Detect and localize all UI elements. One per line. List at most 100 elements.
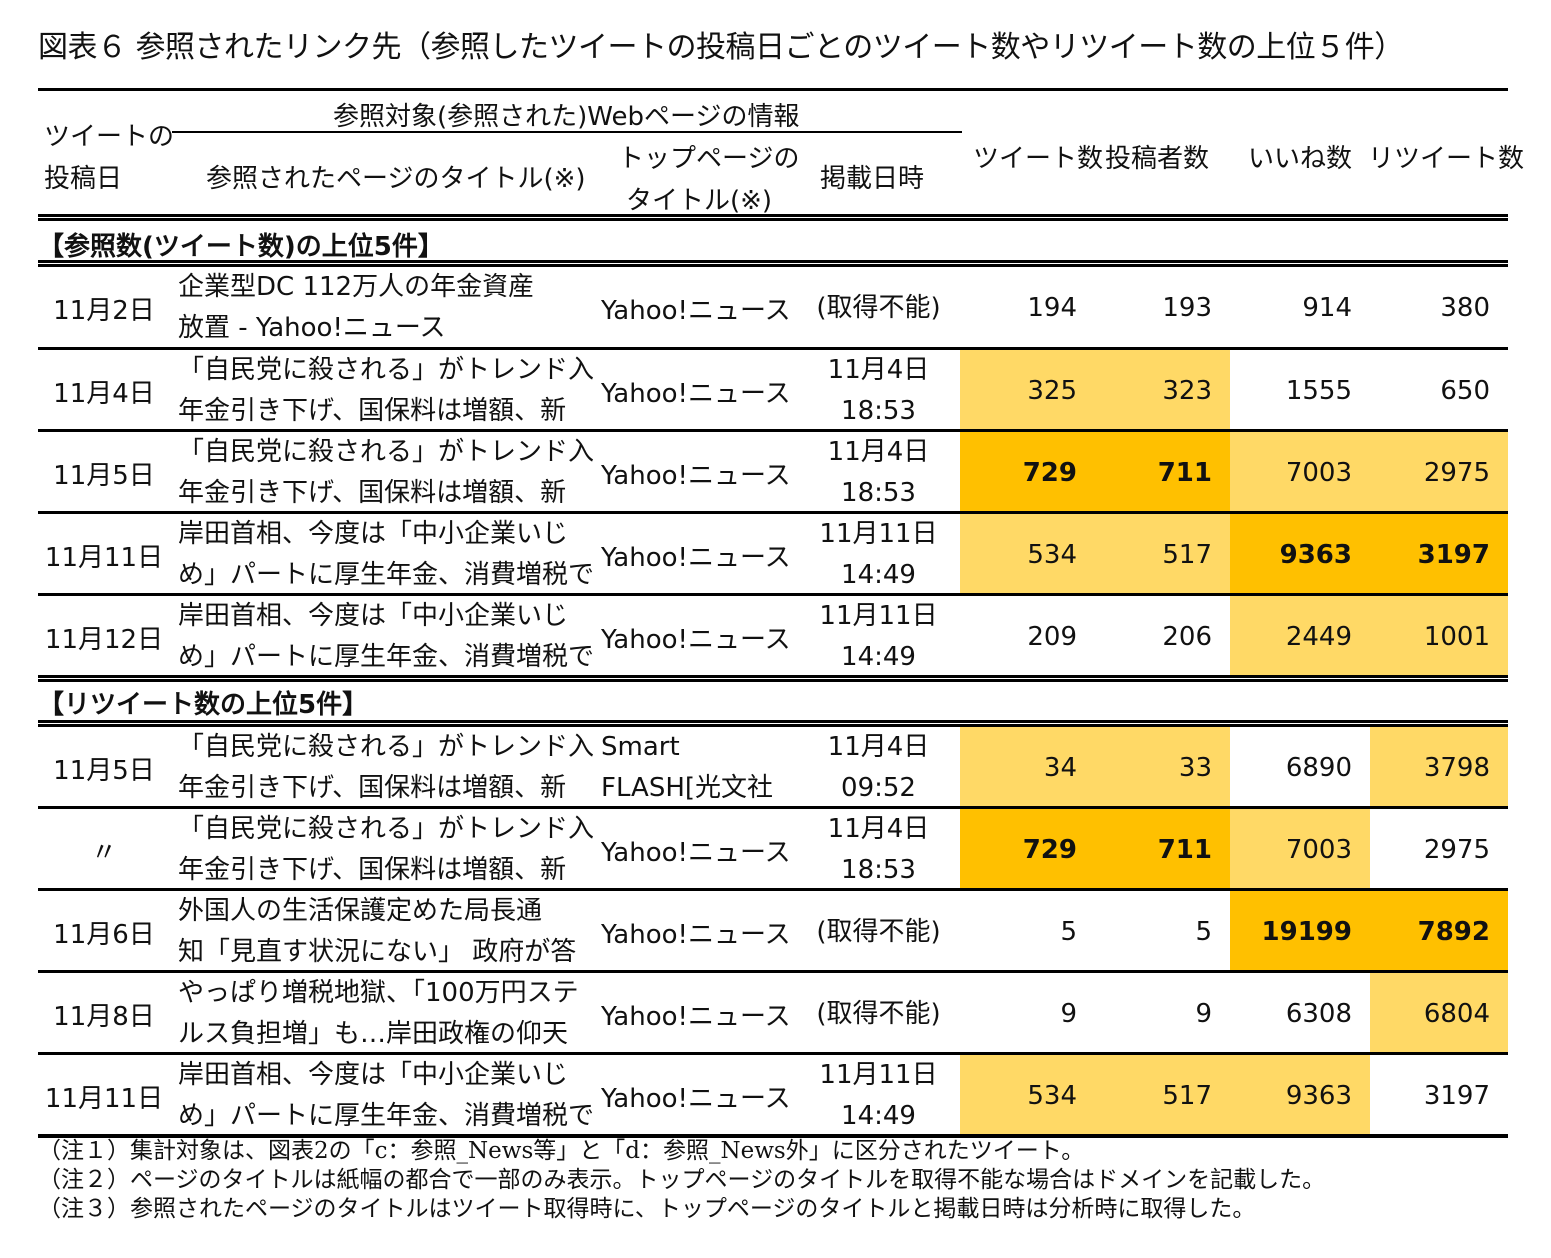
top-page-title: Yahoo!ニュース	[601, 542, 791, 573]
tweets-value: 729	[960, 432, 1095, 514]
retweets-value: 2975	[1370, 432, 1508, 514]
retweets-value: 3197	[1370, 514, 1508, 596]
post-date: 11月6日	[53, 919, 155, 950]
row-rule	[38, 593, 1508, 596]
table-row: 11月12日 岸田首相、今度は「中小企業いじ め」パートに厚生年金、消費増税で Y…	[38, 596, 1508, 678]
likes-value: 19199	[1230, 891, 1370, 973]
header-retweets: リツイート数	[1368, 144, 1525, 174]
posters-value: 711	[1095, 432, 1230, 514]
table-row: 〃 「自民党に殺される」がトレンド入り 年金引き下げ、国保料は増額、新 Yahoo…	[38, 809, 1508, 891]
tweets-value: 34	[960, 727, 1095, 809]
figure-title: 図表６ 参照されたリンク先（参照したツイートの投稿日ごとのツイート数やリツイート…	[38, 30, 1404, 65]
section-label-top-retweets: 【リツイート数の上位5件】	[38, 690, 369, 720]
tweets-value: 194	[1027, 293, 1077, 323]
header-likes: いいね数	[1248, 144, 1353, 174]
posters-value: 517	[1095, 514, 1230, 596]
likes-value: 7003	[1230, 809, 1370, 891]
retweets-value: 7892	[1370, 891, 1508, 973]
page-title-cell: 「自民党に殺される」がトレンド入り 年金引き下げ、国保料は増額、新	[178, 814, 598, 885]
table-top-rule	[38, 88, 1508, 91]
table-row: 11月2日 企業型DC 112万人の年金資産 放置 - Yahoo!ニュース Ya…	[38, 267, 1508, 349]
posters-value: 9	[1195, 999, 1212, 1029]
retweets-value: 6804	[1370, 973, 1508, 1055]
tweets-value: 534	[960, 514, 1095, 596]
page-title-cell: 岸田首相、今度は「中小企業いじ め」パートに厚生年金、消費増税で	[178, 601, 595, 672]
post-date: 11月2日	[53, 295, 155, 326]
row-rule	[38, 347, 1508, 350]
table-row: 11月8日 やっぱり増税地獄、「100万円ステ ルス負担増」も…岸田政権の仰天 Y…	[38, 973, 1508, 1055]
row-rule	[38, 806, 1508, 809]
tweets-value: 729	[960, 809, 1095, 891]
likes-value: 2449	[1230, 596, 1370, 678]
page-title-cell: 「自民党に殺される」がトレンド入り 年金引き下げ、国保料は増額、新	[178, 437, 598, 508]
posters-value: 33	[1095, 727, 1230, 809]
section-rule	[38, 260, 1508, 267]
top-page-title: Yahoo!ニュース	[601, 1083, 791, 1114]
retweets-value: 650	[1440, 376, 1490, 406]
retweets-value: 3798	[1370, 727, 1508, 809]
likes-value: 9363	[1230, 1055, 1370, 1137]
posters-value: 206	[1162, 622, 1212, 652]
header-tweets: ツイート数	[973, 144, 1104, 174]
section-label-top-tweets: 【参照数(ツイート数)の上位5件】	[38, 232, 444, 262]
top-page-title: Smart FLASH[光文社	[601, 732, 774, 803]
header-post-date-1: ツイートの	[44, 122, 175, 152]
row-rule	[38, 429, 1508, 432]
table-row: 11月11日 岸田首相、今度は「中小企業いじ め」パートに厚生年金、消費増税で Y…	[38, 1055, 1508, 1137]
note-1: （注１）集計対象は、図表2の「c：参照_News等」と「d：参照_News外」に…	[38, 1138, 1085, 1164]
published-cell: 11月4日 18:53	[827, 355, 930, 426]
published-cell: 11月11日 14:49	[819, 1060, 938, 1131]
header-published: 掲載日時	[820, 164, 925, 194]
posters-value: 5	[1195, 917, 1212, 947]
table-bottom-rule	[38, 1134, 1508, 1138]
row-rule	[38, 511, 1508, 514]
published-cell: 11月11日 14:49	[819, 519, 938, 590]
retweets-value: 2975	[1423, 835, 1490, 865]
posters-value: 193	[1162, 293, 1212, 323]
likes-value: 1555	[1285, 376, 1352, 406]
top-page-title: Yahoo!ニュース	[601, 1001, 791, 1032]
post-date: 11月5日	[53, 755, 155, 786]
table-row: 11月11日 岸田首相、今度は「中小企業いじ め」パートに厚生年金、消費増税で Y…	[38, 514, 1508, 596]
row-rule	[38, 970, 1508, 973]
page-title-cell: 企業型DC 112万人の年金資産 放置 - Yahoo!ニュース	[178, 272, 535, 343]
tweets-value: 5	[1060, 917, 1077, 947]
top-page-title: Yahoo!ニュース	[601, 460, 791, 491]
header-posters: 投稿者数	[1105, 144, 1210, 174]
post-date: 11月11日	[44, 542, 164, 573]
page-title-cell: 岸田首相、今度は「中小企業いじ め」パートに厚生年金、消費増税で	[178, 519, 595, 590]
row-rule	[38, 1052, 1508, 1055]
page-title-cell: やっぱり増税地獄、「100万円ステ ルス負担増」も…岸田政権の仰天	[178, 978, 579, 1049]
posters-value: 323	[1095, 350, 1230, 432]
likes-value: 9363	[1230, 514, 1370, 596]
top-page-title: Yahoo!ニュース	[601, 919, 791, 950]
table-row: 11月5日 「自民党に殺される」がトレンド入り 年金引き下げ、国保料は増額、新 S…	[38, 727, 1508, 809]
posters-value: 711	[1095, 809, 1230, 891]
top-page-title: Yahoo!ニュース	[601, 624, 791, 655]
page-title-cell: 岸田首相、今度は「中小企業いじ め」パートに厚生年金、消費増税で	[178, 1060, 595, 1131]
page-title-cell: 「自民党に殺される」がトレンド入り 年金引き下げ、国保料は増額、新	[178, 732, 598, 803]
row-rule	[38, 888, 1508, 891]
retweets-value: 380	[1440, 293, 1490, 323]
table-row: 11月5日 「自民党に殺される」がトレンド入り 年金引き下げ、国保料は増額、新 Y…	[38, 432, 1508, 514]
tweets-value: 534	[960, 1055, 1095, 1137]
header-top-title-1: トップページの	[618, 144, 800, 174]
post-date: 11月11日	[44, 1083, 164, 1114]
top-page-title: Yahoo!ニュース	[601, 837, 791, 868]
retweets-value: 1001	[1370, 596, 1508, 678]
section-rule	[38, 720, 1508, 727]
post-date: 〃	[90, 837, 117, 868]
header-bottom-rule	[38, 214, 1508, 221]
note-3: （注３）参照されたページのタイトルはツイート取得時に、トップページのタイトルと掲…	[38, 1196, 1256, 1222]
tweets-value: 9	[1060, 999, 1077, 1029]
retweets-value: 3197	[1423, 1081, 1490, 1111]
header-top-title-2: タイトル(※)	[626, 186, 773, 216]
tweets-value: 325	[960, 350, 1095, 432]
page-title-cell: 「自民党に殺される」がトレンド入り 年金引き下げ、国保料は増額、新	[178, 355, 598, 426]
tweets-value: 209	[1027, 622, 1077, 652]
page-title-cell: 外国人の生活保護定めた局長通 知「見直す状況にない」 政府が答	[178, 896, 577, 967]
likes-value: 7003	[1230, 432, 1370, 514]
header-group-label: 参照対象(参照された)Webページの情報	[333, 102, 800, 132]
footnotes: （注１）集計対象は、図表2の「c：参照_News等」と「d：参照_News外」に…	[38, 1137, 1325, 1224]
table-row: 11月6日 外国人の生活保護定めた局長通 知「見直す状況にない」 政府が答 Yah…	[38, 891, 1508, 973]
